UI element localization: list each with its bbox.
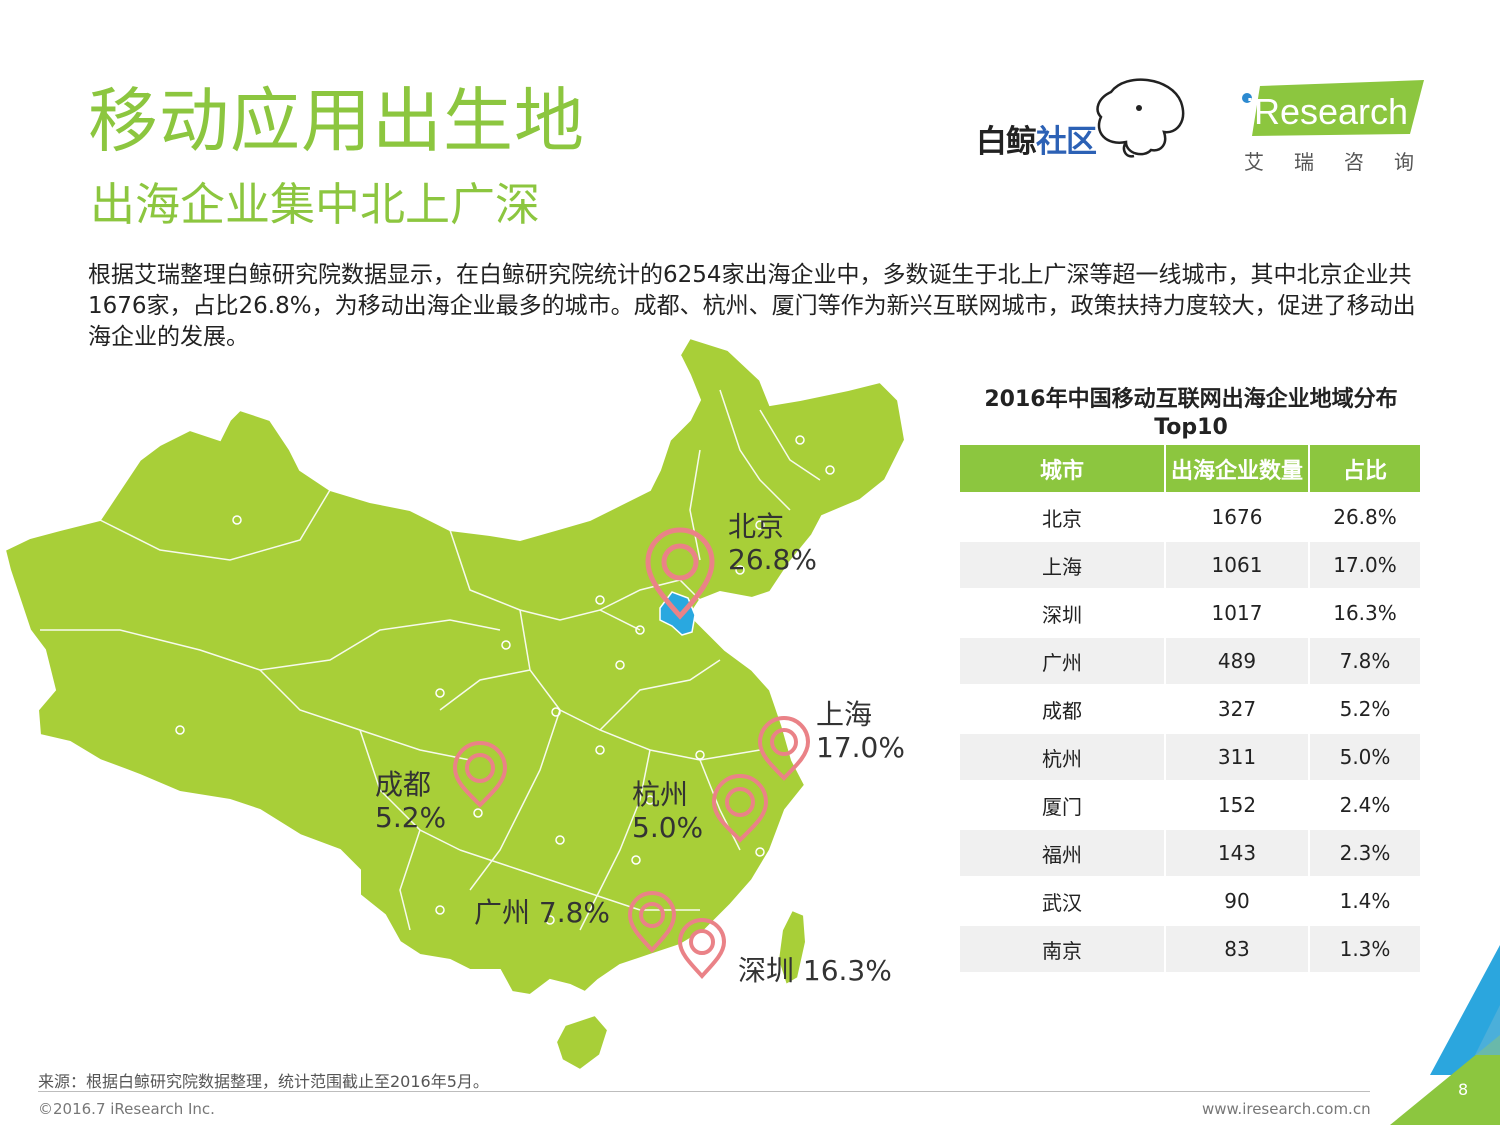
page-title: 移动应用出生地 (88, 80, 585, 162)
cell-city: 福州 (960, 830, 1164, 876)
header-city: 城市 (960, 445, 1164, 492)
cell-city: 深圳 (960, 590, 1164, 636)
page-number: 8 (1458, 1080, 1469, 1099)
shanghai-label: 上海 17.0% (816, 698, 905, 764)
table-title: 2016年中国移动互联网出海企业地域分布 Top10 (984, 387, 1398, 440)
cell-count: 152 (1166, 782, 1308, 828)
source-note: 来源：根据白鲸研究院数据整理，统计范围截止至2016年5月。 (38, 1072, 489, 1091)
table-row: 成都 327 5.2% (960, 686, 1420, 732)
cell-city: 上海 (960, 542, 1164, 588)
cell-count: 489 (1166, 638, 1308, 684)
cell-city: 武汉 (960, 878, 1164, 924)
cell-share: 2.4% (1310, 782, 1420, 828)
guangzhou-pin-icon (627, 891, 677, 953)
beijing-pin-icon (645, 527, 715, 620)
table-row: 福州 143 2.3% (960, 830, 1420, 876)
cell-share: 5.0% (1310, 734, 1420, 780)
cell-count: 90 (1166, 878, 1308, 924)
hangzhou-pin-icon (711, 774, 769, 843)
table-row: 北京 1676 26.8% (960, 494, 1420, 540)
hangzhou-label: 杭州 5.0% (632, 778, 704, 844)
iresearch-cn-name: 艾瑞咨询 (1244, 150, 1444, 174)
header-share: 占比 (1310, 445, 1420, 492)
city-pins (452, 527, 811, 979)
corner-decoration (1390, 945, 1500, 1125)
table-row: 杭州 311 5.0% (960, 734, 1420, 780)
website-link[interactable]: www.iresearch.com.cn (1202, 1100, 1371, 1118)
shenzhen-label: 深圳 16.3% (738, 954, 892, 987)
cell-share: 17.0% (1310, 542, 1420, 588)
page-subtitle: 出海企业集中北上广深 (90, 178, 541, 231)
table-row: 广州 489 7.8% (960, 638, 1420, 684)
shanghai-pin-icon (757, 716, 811, 781)
cell-city: 南京 (960, 926, 1164, 972)
cell-count: 143 (1166, 830, 1308, 876)
copyright: ©2016.7 iResearch Inc. (38, 1100, 215, 1118)
cell-count: 1061 (1166, 542, 1308, 588)
cell-share: 26.8% (1310, 494, 1420, 540)
header-count: 出海企业数量 (1166, 445, 1308, 492)
cell-city: 广州 (960, 638, 1164, 684)
cell-share: 16.3% (1310, 590, 1420, 636)
table-row: 上海 1061 17.0% (960, 542, 1420, 588)
guangzhou-label: 广州 7.8% (474, 896, 611, 929)
distribution-table: 城市 出海企业数量 占比 北京 1676 26.8% 上海 1061 17.0% 深圳 101… (958, 443, 1422, 974)
cell-count: 311 (1166, 734, 1308, 780)
cell-city: 杭州 (960, 734, 1164, 780)
china-map-shape (3, 336, 907, 1072)
chengdu-label: 成都 5.2% (375, 768, 447, 834)
cell-city: 厦门 (960, 782, 1164, 828)
table-header-row: 城市 出海企业数量 占比 (960, 445, 1420, 492)
iresearch-logo: iResearch 艾瑞咨询 (1238, 80, 1428, 175)
baijing-logo: 白鲸社区 (976, 72, 1196, 172)
cell-share: 1.4% (1310, 878, 1420, 924)
table-row: 武汉 90 1.4% (960, 878, 1420, 924)
baijing-logo-text: 白鲸社区 (976, 124, 1097, 160)
cell-count: 1676 (1166, 494, 1308, 540)
china-map: 北京 26.8% 上海 17.0% 成都 5.2% 杭州 5.0% 广州 7.8% 深圳… (0, 330, 930, 1090)
cell-share: 7.8% (1310, 638, 1420, 684)
shenzhen-pin-icon (677, 918, 727, 979)
whale-icon (1096, 78, 1185, 158)
chengdu-pin-icon (452, 741, 508, 808)
beijing-label: 北京 26.8% (728, 510, 817, 576)
cell-city: 成都 (960, 686, 1164, 732)
cell-count: 1017 (1166, 590, 1308, 636)
table-row: 深圳 1017 16.3% (960, 590, 1420, 636)
cell-count: 83 (1166, 926, 1308, 972)
table-row: 厦门 152 2.4% (960, 782, 1420, 828)
cell-count: 327 (1166, 686, 1308, 732)
table-row: 南京 83 1.3% (960, 926, 1420, 972)
footer-divider (38, 1091, 1370, 1092)
cell-share: 1.3% (1310, 926, 1420, 972)
cell-city: 北京 (960, 494, 1164, 540)
cell-share: 5.2% (1310, 686, 1420, 732)
body-paragraph: 根据艾瑞整理白鲸研究院数据显示，在白鲸研究院统计的6254家出海企业中，多数诞生… (88, 262, 1416, 350)
iresearch-wordmark: iResearch (1246, 91, 1408, 132)
cell-share: 2.3% (1310, 830, 1420, 876)
